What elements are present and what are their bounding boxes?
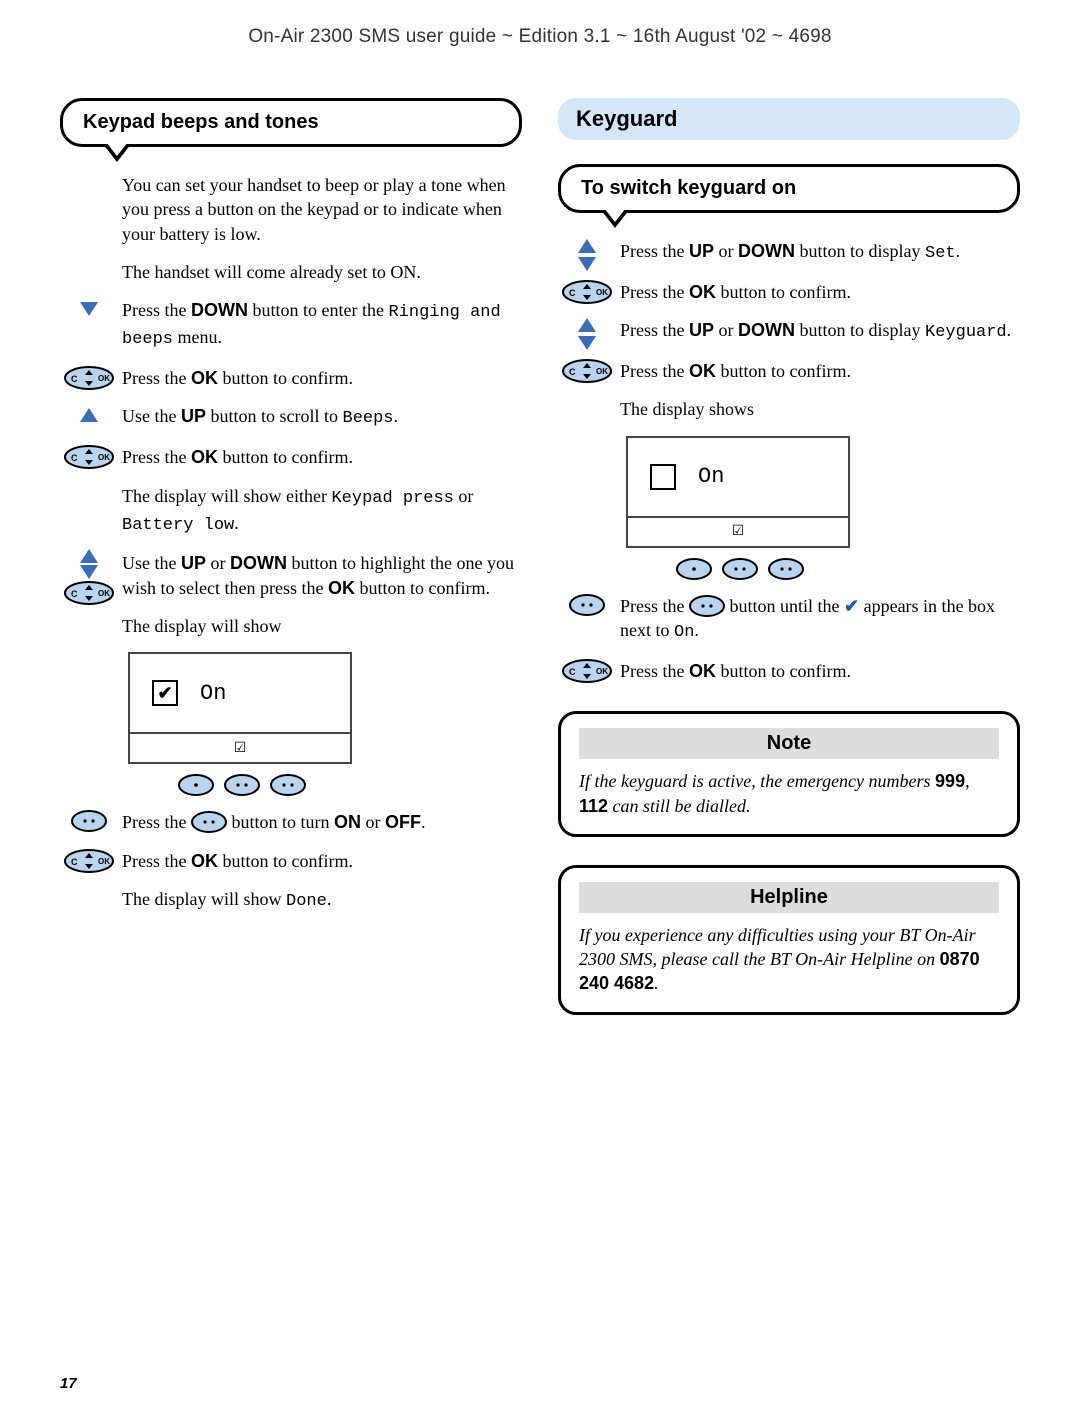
tick-icon: ☑: [732, 523, 745, 540]
step-ok-1: Press the OK button to confirm.: [122, 366, 522, 390]
callout-keypad-beeps: Keypad beeps and tones: [60, 98, 522, 147]
softkey-icon: [178, 774, 214, 796]
helpline-body: If you experience any difficulties using…: [579, 923, 999, 996]
step-up: Use the UP button to scroll to Beeps.: [122, 404, 522, 431]
softkey-icon: [224, 774, 260, 796]
softkey-row: [630, 558, 850, 580]
rstep-6: Press the button until the ✔ appears in …: [620, 594, 1020, 645]
softkey-icon: [270, 774, 306, 796]
display-mock-right: On ☑: [626, 436, 850, 548]
softkey-row: [132, 774, 352, 796]
rstep-7: Press the OK button to confirm.: [620, 659, 1020, 683]
left-column: Keypad beeps and tones You can set your …: [60, 98, 522, 1015]
up-icon: [64, 404, 114, 428]
ok-key-icon: [64, 445, 114, 475]
softkey-icon: [64, 810, 114, 838]
note-box: Note If the keyguard is active, the emer…: [558, 711, 1020, 837]
tick-icon: ☑: [234, 740, 247, 757]
page-header: On-Air 2300 SMS user guide ~ Edition 3.1…: [60, 26, 1020, 48]
helpline-box: Helpline If you experience any difficult…: [558, 865, 1020, 1015]
rstep-3: Press the UP or DOWN button to display K…: [620, 318, 1020, 345]
softkey-icon: [722, 558, 758, 580]
updown-icon: [562, 318, 612, 356]
ok-key-icon: [562, 659, 612, 689]
ok-key-icon: [562, 359, 612, 389]
right-column: Keyguard To switch keyguard on Press the…: [558, 98, 1020, 1015]
step-updown-ok: Use the UP or DOWN button to highlight t…: [122, 551, 522, 600]
page-number: 17: [60, 1375, 77, 1392]
updown-icon: [562, 239, 612, 277]
section-title-keyguard: Keyguard: [558, 98, 1020, 140]
updown-ok-icon: [64, 549, 114, 609]
step-ok-2: Press the OK button to confirm.: [122, 445, 522, 469]
softkey-icon: [562, 594, 612, 622]
display-text: On: [200, 681, 226, 706]
softkey-icon-inline: [191, 811, 227, 833]
checkbox-empty-icon: [650, 464, 676, 490]
rstep-1: Press the UP or DOWN button to display S…: [620, 239, 1020, 266]
rstep-5: The display shows: [620, 397, 1020, 421]
ok-key-icon: [64, 849, 114, 879]
step-softkey-toggle: Press the button to turn ON or OFF.: [122, 810, 522, 834]
intro-text-2: The handset will come already set to ON.: [122, 260, 522, 284]
softkey-icon: [768, 558, 804, 580]
step-ok-3: Press the OK button to confirm.: [122, 849, 522, 873]
helpline-heading: Helpline: [579, 882, 999, 913]
step-display-either: The display will show either Keypad pres…: [122, 484, 522, 538]
step-display-will-show: The display will show: [122, 614, 522, 638]
ok-key-icon: [64, 366, 114, 396]
note-body: If the keyguard is active, the emergency…: [579, 769, 999, 818]
softkey-icon-inline: [689, 595, 725, 617]
intro-text: You can set your handset to beep or play…: [122, 173, 522, 246]
softkey-icon: [676, 558, 712, 580]
callout-switch-keyguard-on: To switch keyguard on: [558, 164, 1020, 213]
display-text: On: [698, 464, 724, 489]
checkbox-checked-icon: ✔: [152, 680, 178, 706]
step-done: The display will show Done.: [122, 887, 522, 914]
callout-title: To switch keyguard on: [581, 177, 997, 200]
ok-key-icon: [562, 280, 612, 310]
tick-icon: ✔: [844, 596, 859, 616]
callout-title: Keypad beeps and tones: [83, 111, 499, 134]
down-icon: [64, 298, 114, 322]
note-heading: Note: [579, 728, 999, 759]
step-down: Press the DOWN button to enter the Ringi…: [122, 298, 522, 352]
display-mock-left: ✔ On ☑: [128, 652, 352, 764]
rstep-2: Press the OK button to confirm.: [620, 280, 1020, 304]
rstep-4: Press the OK button to confirm.: [620, 359, 1020, 383]
